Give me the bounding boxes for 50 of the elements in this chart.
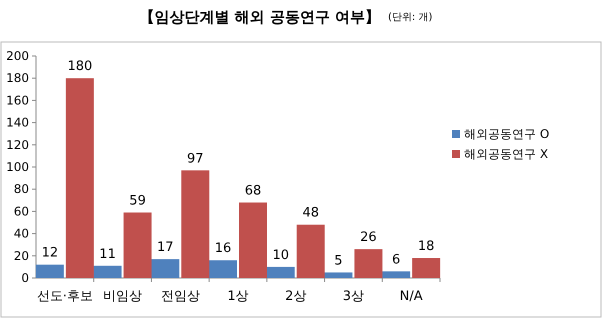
y-tick-label: 160 <box>6 93 29 108</box>
x-tick-label: 2상 <box>285 289 306 304</box>
data-label: 5 <box>334 253 343 268</box>
chart-title: 【임상단계별 해외 공동연구 여부】 <box>139 8 380 26</box>
bar <box>94 266 122 278</box>
data-label: 180 <box>67 59 92 74</box>
bar <box>412 258 440 278</box>
data-label: 48 <box>302 206 319 221</box>
y-tick-label: 20 <box>14 248 29 263</box>
y-tick-label: 140 <box>6 116 29 130</box>
bar <box>354 249 382 278</box>
data-label: 26 <box>360 230 377 246</box>
y-tick-label: 0 <box>21 271 29 285</box>
bar <box>181 170 210 278</box>
bar <box>151 259 180 278</box>
x-tick-label: 전임상 <box>160 289 200 304</box>
y-tick-label: 200 <box>6 49 29 63</box>
data-label: 68 <box>244 184 262 199</box>
y-tick-label: 180 <box>6 71 29 86</box>
legend-label: 해외공동연구 X <box>464 147 548 161</box>
data-label: 17 <box>157 240 174 256</box>
chart-subtitle: (단위: 개) <box>388 12 432 23</box>
data-label: 6 <box>392 252 400 268</box>
data-label: 12 <box>42 246 58 261</box>
data-label: 59 <box>129 194 146 209</box>
x-tick-label: 선도·후보 <box>36 289 93 304</box>
bar <box>296 224 325 278</box>
bar <box>36 264 64 278</box>
x-tick-label: 비임상 <box>103 289 142 304</box>
data-label: 18 <box>418 239 434 254</box>
bar <box>382 271 410 278</box>
y-tick-label: 80 <box>14 182 29 196</box>
x-tick-label: 1상 <box>227 289 249 304</box>
data-label: 11 <box>99 246 116 262</box>
y-tick-label: 100 <box>6 160 29 174</box>
data-label: 10 <box>272 248 289 263</box>
data-label: 16 <box>214 241 232 256</box>
bar <box>239 202 267 278</box>
y-tick-label: 60 <box>14 204 29 218</box>
x-tick-label: 3상 <box>342 289 364 304</box>
x-tick-label: N/A <box>400 289 423 304</box>
bar <box>209 260 237 278</box>
bar <box>124 212 152 278</box>
y-tick-label: 120 <box>6 138 29 152</box>
bar <box>66 78 94 278</box>
y-tick-label: 40 <box>14 226 29 241</box>
bar <box>266 266 295 278</box>
bar <box>324 272 352 278</box>
data-label: 97 <box>187 151 204 166</box>
legend-label: 해외공동연구 O <box>464 127 550 141</box>
